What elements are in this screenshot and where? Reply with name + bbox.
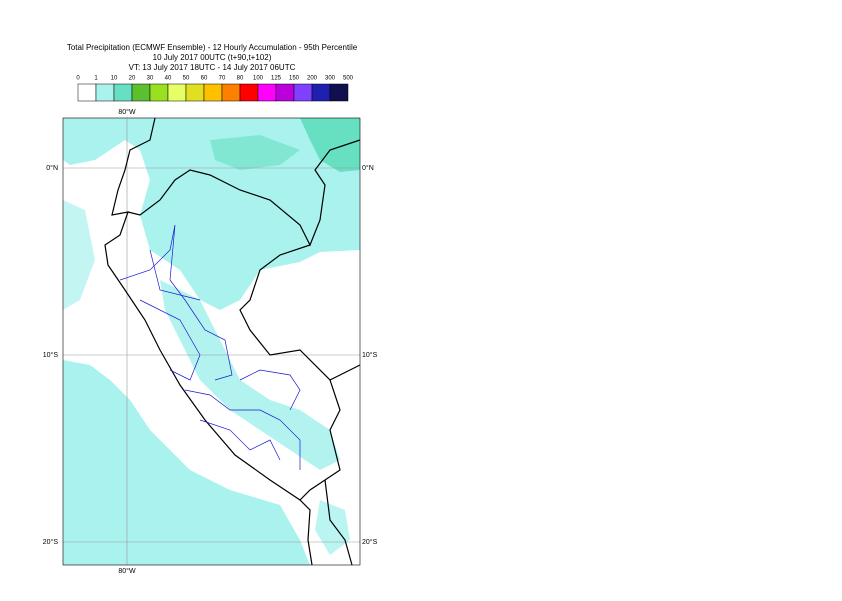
legend-label: 10 — [111, 76, 118, 82]
lon-label: 80°W — [118, 108, 136, 116]
legend-swatch — [131, 83, 151, 102]
legend-label: 50 — [183, 76, 190, 82]
legend-label: 80 — [237, 76, 244, 82]
region-borders — [119, 224, 301, 470]
legend-label: 70 — [219, 76, 226, 82]
legend-label: 20 — [129, 76, 136, 82]
legend-swatch — [329, 83, 349, 102]
legend-swatch — [77, 83, 97, 102]
valid-time: VT: 13 July 2017 18UTC - 14 July 2017 06… — [129, 63, 296, 72]
legend-label: 30 — [147, 76, 154, 82]
legend-swatch — [275, 83, 295, 102]
legend-swatch — [95, 83, 115, 102]
legend-swatch — [203, 83, 223, 102]
precip-areas-heavy — [210, 118, 360, 172]
lon-label: 80°W — [118, 567, 136, 575]
legend-label: 500 — [343, 76, 354, 82]
legend-swatch — [113, 83, 133, 102]
map: 80°W 80°W 0°N 10°S 20°S 0°N 10°S 20°S — [43, 108, 378, 575]
lat-label: 0°N — [46, 164, 58, 172]
legend-swatch — [167, 83, 187, 102]
legend: 0 1 10 20 30 40 50 60 70 80 100 125 150 200 300 500 — [76, 76, 354, 102]
lat-label: 20°S — [362, 538, 378, 546]
legend-swatch — [185, 83, 205, 102]
lat-label: 20°S — [43, 538, 59, 546]
title: Total Precipitation (ECMWF Ensemble) - 1… — [67, 43, 358, 52]
legend-swatch — [149, 83, 169, 102]
legend-label: 100 — [253, 76, 264, 82]
lat-label: 0°N — [362, 164, 374, 172]
legend-swatch — [311, 83, 331, 102]
legend-label: 60 — [201, 76, 208, 82]
map-frame — [62, 117, 361, 566]
legend-swatch — [239, 83, 259, 102]
base-time: 10 July 2017 00UTC (t+90,t+102) — [153, 53, 272, 62]
lat-label: 10°S — [362, 351, 378, 359]
legend-swatch — [257, 83, 277, 102]
country-borders — [104, 117, 361, 566]
legend-label: 0 — [76, 76, 80, 82]
lat-label: 10°S — [43, 351, 59, 359]
graticule — [63, 118, 360, 565]
legend-label: 125 — [271, 76, 282, 82]
legend-label: 40 — [165, 76, 172, 82]
legend-label: 200 — [307, 76, 318, 82]
legend-label: 300 — [325, 76, 336, 82]
precip-areas — [63, 118, 360, 565]
legend-swatch — [293, 83, 313, 102]
legend-label: 1 — [94, 76, 98, 82]
legend-label: 150 — [289, 76, 300, 82]
legend-swatch — [221, 83, 241, 102]
